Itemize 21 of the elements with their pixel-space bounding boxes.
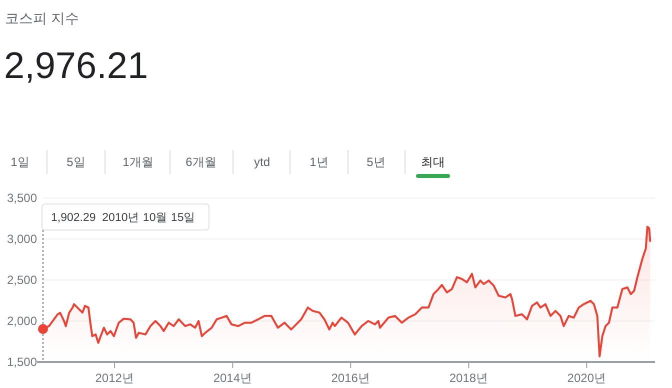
text: 1개월	[122, 155, 154, 169]
annotation: 1,902.29 2010년 10월 15일	[51, 212, 196, 224]
text: 6개월	[186, 155, 216, 169]
text: 1일	[10, 155, 30, 169]
x-tick-label: 2020년	[567, 371, 606, 385]
y-tick-label: 2,500	[6, 273, 38, 287]
text: 1년	[310, 155, 328, 169]
chart-title: 코스피 지수	[5, 10, 79, 26]
x-tick-label: 2016년	[331, 371, 370, 385]
text: 5년	[366, 155, 386, 169]
x-tick-label: 2014년	[213, 371, 252, 385]
text: ytd	[254, 155, 270, 169]
y-tick-label: 2,000	[6, 314, 38, 328]
chart-subtitle: 2,976.21	[4, 45, 148, 86]
text: 최대	[421, 155, 445, 169]
y-tick-label: 3,500	[6, 191, 38, 205]
text: 5일	[66, 155, 86, 169]
y-tick-label: 3,000	[6, 232, 38, 246]
x-tick-label: 2018년	[449, 371, 488, 385]
x-tick-label: 2012년	[95, 371, 134, 385]
y-tick-label: 1,500	[6, 355, 38, 369]
